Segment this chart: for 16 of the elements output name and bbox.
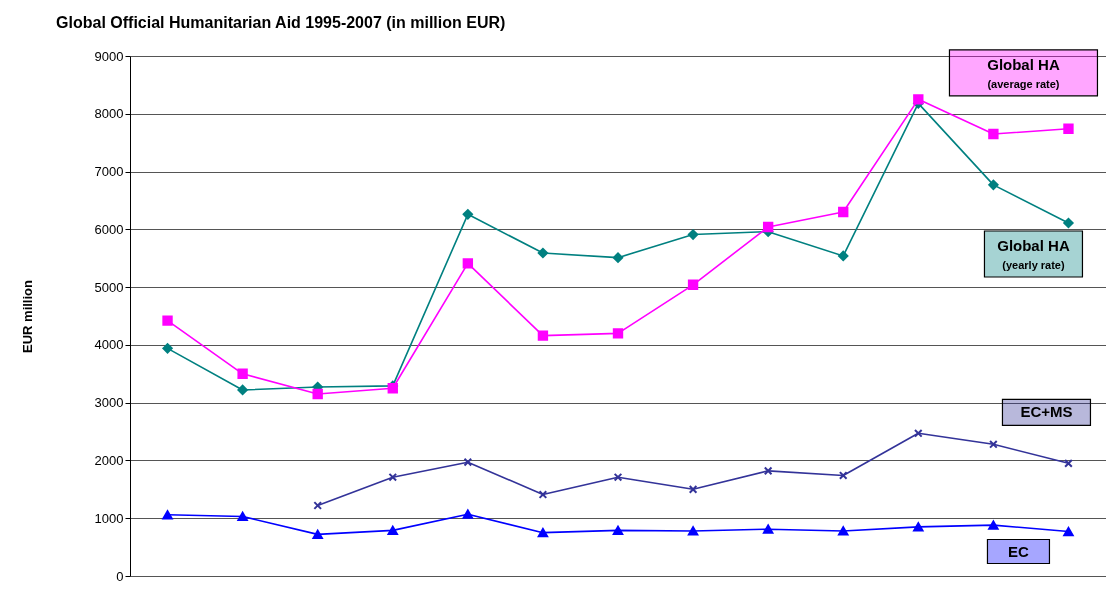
chart-title: Global Official Humanitarian Aid 1995-2007 (in million EUR) [56, 14, 506, 32]
y-tick-label: 1000 [94, 510, 124, 526]
text: Global HA (average rate) [987, 55, 1060, 90]
y-tick-label: 0 [116, 568, 124, 584]
y-tick-label: 3000 [94, 395, 124, 411]
y-axis-title: EUR million [19, 279, 35, 353]
series-label: EC [1008, 542, 1030, 560]
y-tick-label: 9000 [94, 48, 124, 64]
y-tick-label: 8000 [94, 106, 124, 122]
y-tick-label: 4000 [94, 337, 124, 353]
y-tick-label: 5000 [94, 279, 124, 295]
y-tick-label: 6000 [94, 221, 124, 237]
y-tick-label: 2000 [94, 452, 124, 468]
y-tick-label: 7000 [94, 164, 124, 180]
series-label: Global HA (yearly rate) [997, 236, 1070, 271]
series-label: EC+MS [1020, 403, 1073, 421]
